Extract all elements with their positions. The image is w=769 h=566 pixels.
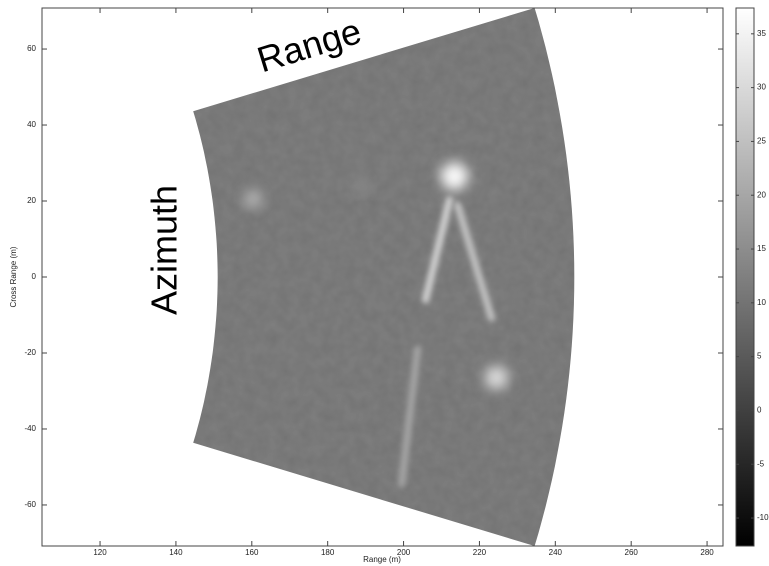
x-tick-label: 220: [473, 548, 487, 557]
colorbar: [736, 8, 754, 546]
x-tick-label: 160: [245, 548, 259, 557]
chart: Range (m) Cross Range (m) 120 140 160 180 20…: [0, 0, 769, 566]
colorbar-tick-label: 25: [757, 137, 766, 146]
hotspot: [354, 178, 369, 193]
colorbar-tick-label: 5: [757, 352, 762, 361]
x-tick-label: 260: [625, 548, 639, 557]
y-axis-label: Cross Range (m): [9, 246, 18, 307]
colorbar-tick-label: 15: [757, 244, 766, 253]
y-tick-label: 0: [32, 272, 37, 281]
colorbar-tick-label: 20: [757, 190, 766, 199]
colorbar-tick-label: -5: [757, 459, 765, 468]
hotspot: [441, 163, 469, 191]
colorbar-tick-label: 10: [757, 298, 766, 307]
x-tick-label: 240: [549, 548, 563, 557]
annotation: Azimuth: [144, 185, 185, 315]
colorbar-tick-label: 0: [757, 406, 762, 415]
colorbar-tick-label: -10: [757, 513, 769, 522]
colorbar-tick-label: 35: [757, 29, 766, 38]
y-tick-label: -20: [24, 348, 36, 357]
hotspot: [243, 190, 262, 209]
y-tick-label: 20: [27, 196, 36, 205]
x-tick-label: 180: [321, 548, 335, 557]
y-tick-label: -40: [24, 424, 36, 433]
page: {"chart_data": { "type": "image", "xlabe…: [0, 0, 769, 566]
hotspot: [485, 366, 509, 390]
x-tick-label: 200: [397, 548, 411, 557]
y-tick-label: 60: [27, 44, 36, 53]
y-tick-label: -60: [24, 500, 36, 509]
colorbar-tick-label: 30: [757, 83, 766, 92]
y-tick-label: 40: [27, 120, 36, 129]
x-tick-label: 140: [169, 548, 183, 557]
x-axis-label: Range (m): [363, 555, 401, 564]
x-tick-label: 120: [93, 548, 107, 557]
hotspot: [190, 204, 207, 221]
x-tick-label: 280: [700, 548, 714, 557]
